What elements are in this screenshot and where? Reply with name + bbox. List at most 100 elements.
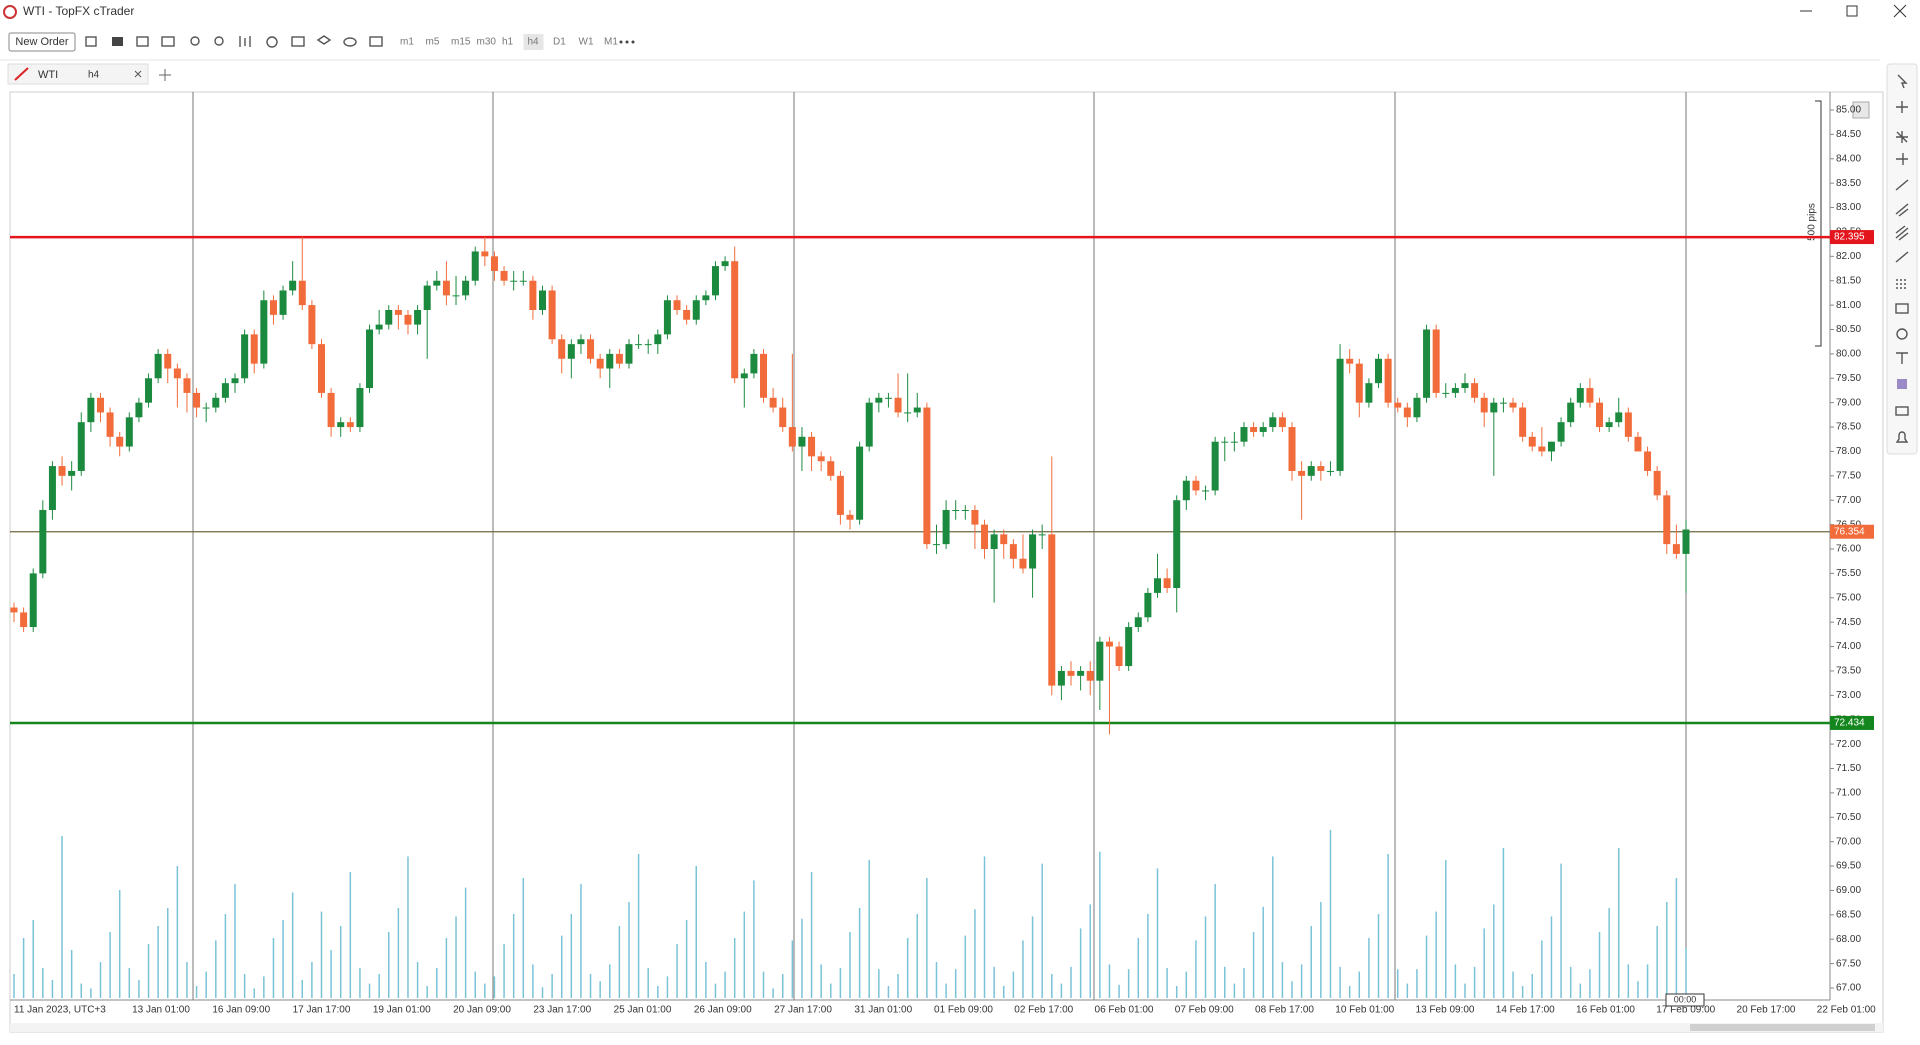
y-tick-label: 70.00	[1836, 836, 1861, 847]
candle-body	[77, 422, 85, 471]
candle-body	[1134, 617, 1142, 628]
candle-body	[452, 295, 460, 297]
restore-button[interactable]	[1846, 5, 1858, 17]
layers-icon[interactable]	[316, 35, 332, 45]
scrollbar[interactable]	[10, 1023, 1883, 1032]
candle-body	[1096, 641, 1104, 681]
y-tick-label: 71.50	[1836, 763, 1861, 774]
crosshair-tool[interactable]	[1896, 101, 1908, 113]
more-dot[interactable]	[631, 40, 635, 44]
x-tick-label: 06 Feb 01:00	[1095, 1005, 1154, 1016]
y-tick-label: 84.50	[1836, 129, 1861, 140]
timeframe-button[interactable]: m30	[477, 37, 497, 48]
add-tab[interactable]	[159, 69, 171, 81]
candle-body	[39, 509, 47, 574]
y-tick-label: 71.00	[1836, 788, 1861, 799]
template-icon[interactable]	[369, 36, 383, 47]
text-tool[interactable]	[1896, 352, 1908, 364]
more-dot[interactable]	[625, 40, 629, 44]
y-tick-label: 69.00	[1836, 885, 1861, 896]
fibonacci-tool[interactable]	[1895, 225, 1909, 241]
layout-icon[interactable]	[85, 36, 97, 47]
candle-body	[1471, 383, 1479, 398]
candle-body	[221, 383, 229, 398]
candle-body	[1067, 670, 1075, 676]
y-tick-label: 74.50	[1836, 617, 1861, 628]
cursor-tool[interactable]	[1897, 74, 1908, 89]
timeframe-button[interactable]: h1	[502, 37, 514, 48]
candle-body	[654, 334, 662, 345]
candle-body	[1259, 427, 1267, 432]
single-chart-icon[interactable]	[112, 37, 123, 46]
tab-close[interactable]	[134, 70, 142, 78]
candle-body	[558, 339, 566, 359]
ruler	[1815, 100, 1822, 347]
more-dot[interactable]	[619, 40, 623, 44]
candle-body	[1240, 427, 1248, 442]
channel-tool[interactable]	[1895, 203, 1909, 217]
zoom-out-icon[interactable]	[214, 36, 224, 46]
y-tick-label: 83.00	[1836, 202, 1861, 213]
levels-tool[interactable]	[1896, 279, 1908, 289]
candle-body	[644, 344, 652, 346]
candle-body	[1009, 544, 1017, 559]
x-tick-label: 17 Jan 17:00	[293, 1005, 351, 1016]
close-button[interactable]	[1893, 4, 1907, 18]
candle-body	[1394, 402, 1402, 408]
color-tool[interactable]	[1897, 379, 1907, 389]
tab-timeframe: h4	[88, 70, 100, 81]
edit-button[interactable]	[1852, 101, 1870, 119]
alert-tool[interactable]	[1895, 431, 1909, 443]
timeframe-button[interactable]: W1	[579, 37, 594, 48]
candle-body	[1451, 388, 1459, 393]
chart-type-icon[interactable]	[161, 36, 175, 47]
candle-body	[1672, 544, 1680, 554]
candle-body	[1278, 417, 1286, 428]
price-level-label: 72.434	[1834, 718, 1865, 729]
magnet-tool[interactable]	[1896, 131, 1908, 143]
new-order-button[interactable]	[8, 32, 76, 52]
ellipse-tool[interactable]	[1896, 328, 1908, 340]
candle-body	[692, 300, 700, 320]
timeframe-button[interactable]: h4	[528, 37, 540, 48]
candle-body	[721, 261, 729, 267]
y-tick-label: 67.00	[1836, 983, 1861, 994]
indicators-icon[interactable]	[239, 36, 251, 47]
view-icon[interactable]	[343, 37, 357, 47]
x-tick-label: 07 Feb 09:00	[1175, 1005, 1234, 1016]
candle-body	[366, 329, 374, 389]
timeframe-button[interactable]: M1	[604, 37, 618, 48]
y-tick-label: 82.00	[1836, 251, 1861, 262]
y-tick-label: 74.00	[1836, 641, 1861, 652]
candle-body	[1192, 480, 1200, 491]
scroll-thumb[interactable]	[1690, 1024, 1875, 1031]
candle-body	[1653, 470, 1661, 496]
zoom-in-icon[interactable]	[190, 36, 200, 46]
candle-body	[279, 290, 287, 315]
timeframe-button[interactable]: D1	[553, 37, 566, 48]
fx-icon[interactable]	[266, 36, 278, 48]
rectangle-tool[interactable]	[1895, 303, 1909, 314]
pen-tool[interactable]	[1895, 251, 1909, 263]
candle-body	[1547, 441, 1555, 452]
candle-body	[375, 324, 383, 330]
candle-body	[48, 466, 56, 510]
y-tick-label: 80.00	[1836, 349, 1861, 360]
trend-line-tool[interactable]	[1895, 179, 1909, 191]
timeframe-selected	[523, 34, 544, 50]
price-level-label: 82.395	[1834, 232, 1865, 243]
timeframe-button[interactable]: m5	[426, 37, 440, 48]
chart-tab[interactable]	[7, 63, 149, 85]
y-tick-label: 70.50	[1836, 812, 1861, 823]
y-tick-label: 80.50	[1836, 324, 1861, 335]
candle-body	[615, 353, 623, 364]
multi-chart-icon[interactable]	[136, 36, 149, 47]
candle-body	[29, 573, 37, 628]
timeframe-button[interactable]: m1	[400, 37, 414, 48]
sentiment-icon[interactable]	[291, 36, 305, 47]
candle-body	[1615, 412, 1623, 423]
y-tick-label: 84.00	[1836, 153, 1861, 164]
horizontal-line-tool[interactable]	[1896, 153, 1908, 165]
timeframe-button[interactable]: m15	[451, 37, 471, 48]
screenshot-tool[interactable]	[1895, 406, 1909, 416]
